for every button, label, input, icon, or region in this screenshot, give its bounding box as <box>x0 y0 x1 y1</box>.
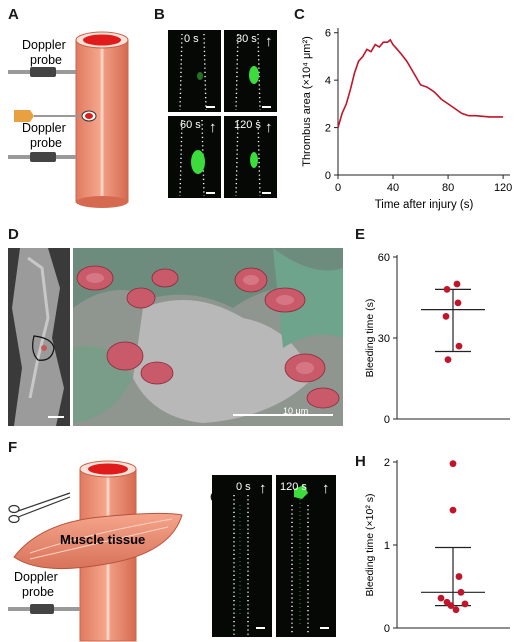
y-tick-label: 0 <box>384 414 390 426</box>
panel-h-label: H <box>355 453 366 470</box>
thrombus-area-line <box>337 38 504 128</box>
muscle-vessel-diagram: Muscle tissue Doppler probe <box>8 460 183 642</box>
microscopy-frame-g-0s: 0 s ↑ <box>212 475 272 637</box>
y-tick-label: 0 <box>384 623 390 635</box>
scale-bar <box>320 627 329 629</box>
panel-e: E 0 30 60 Bleeding time (s) <box>345 222 520 427</box>
y-tick-label: 60 <box>378 252 390 264</box>
frame-time-g-120s: 120 s <box>280 481 307 493</box>
y-axis-label: Bleeding time (s) <box>364 299 376 378</box>
bleeding-time-chart-e: 0 30 60 Bleeding time (s) <box>364 252 510 426</box>
sem-overview-image <box>8 248 70 426</box>
flow-arrow-icon: ↑ <box>259 480 267 497</box>
sem-detail-image <box>73 248 343 426</box>
panel-h: H 0 1 2 Bleeding time (×10² s) <box>345 435 520 642</box>
scale-bar <box>206 106 215 108</box>
panel-a-label: A <box>8 6 19 23</box>
y-tick-label: 2 <box>384 457 390 469</box>
scale-bar <box>262 106 271 108</box>
data-point <box>437 594 445 602</box>
data-point <box>453 280 461 288</box>
x-axis-label: Time after injury (s) <box>375 199 474 211</box>
flow-arrow-icon: ↑ <box>265 33 273 50</box>
panel-b: B 0 s 30 s ↑ 60 s ↑ 120 s ↑ <box>150 0 290 210</box>
scale-bar <box>262 192 271 194</box>
probe-label-top: Doppler probe <box>22 38 66 67</box>
data-point <box>447 602 455 609</box>
panel-a: A Doppler probe Doppler probe <box>0 0 140 210</box>
flow-arrow-icon: ↑ <box>209 119 217 136</box>
y-axis-label: Thrombus area (×10⁴ μm²) <box>301 36 313 167</box>
panel-b-label: B <box>154 6 165 23</box>
x-tick-label: 120 <box>494 182 512 194</box>
y-tick-label: 1 <box>384 540 390 552</box>
flow-arrow-icon: ↑ <box>322 480 330 497</box>
panel-d-label: D <box>8 226 19 243</box>
scale-bar <box>256 627 265 629</box>
frame-time-120s: 120 s <box>234 119 261 131</box>
microscopy-frame-g-120s: 120 s ↑ <box>276 475 336 637</box>
data-point <box>454 299 462 307</box>
vessel-diagram-a: Doppler probe Doppler probe <box>8 31 129 208</box>
panel-g: G 0 s ↑ 120 s ↑ <box>200 435 350 642</box>
data-point <box>461 600 469 608</box>
sem-scale-label: 10 μm <box>283 406 309 416</box>
panel-c-label: C <box>294 6 305 23</box>
y-tick-label: 6 <box>325 28 331 40</box>
data-point <box>449 460 457 468</box>
probe-label-bottom: Doppler probe <box>22 121 66 150</box>
frame-time-g-0s: 0 s <box>236 481 251 493</box>
frame-time-30s: 30 s <box>236 33 257 45</box>
probe-label-f: Doppler probe <box>14 570 58 599</box>
data-point <box>442 313 450 320</box>
x-tick-label: 40 <box>387 182 399 194</box>
muscle-tissue-label: Muscle tissue <box>60 532 145 547</box>
panel-c: C 0 2 4 6 0 40 80 120 Time after injury (s) Throm… <box>290 0 520 215</box>
microscopy-frame-30s: 30 s ↑ <box>224 30 277 112</box>
data-point <box>457 588 465 596</box>
data-point <box>455 573 463 580</box>
microscopy-frame-120s: 120 s ↑ <box>224 116 277 198</box>
panel-f-label: F <box>8 439 18 456</box>
microscopy-frame-0s: 0 s <box>168 30 221 112</box>
panel-f: F Muscle tissue Doppler probe <box>0 435 200 642</box>
data-point <box>443 286 451 293</box>
data-point <box>452 606 460 614</box>
y-tick-label: 4 <box>325 75 331 87</box>
y-tick-label: 30 <box>378 333 390 345</box>
x-tick-label: 80 <box>442 182 454 194</box>
x-tick-label: 0 <box>335 182 341 194</box>
panel-d: D 10 μm <box>0 222 345 427</box>
y-axis-label: Bleeding time (×10² s) <box>364 493 376 596</box>
y-tick-label: 0 <box>325 170 331 182</box>
scale-bar <box>206 192 215 194</box>
frame-time-60s: 60 s <box>180 119 201 131</box>
data-point <box>455 342 463 350</box>
y-tick-label: 2 <box>325 123 331 135</box>
data-point <box>449 506 457 514</box>
flow-arrow-icon: ↑ <box>265 119 273 136</box>
panel-e-label: E <box>355 226 366 243</box>
bleeding-time-chart-h: 0 1 2 Bleeding time (×10² s) <box>364 457 510 635</box>
thrombus-area-chart: 0 2 4 6 0 40 80 120 Time after injury (s) Thrombu… <box>301 28 512 211</box>
microscopy-frame-60s: 60 s ↑ <box>168 116 221 198</box>
frame-time-0s: 0 s <box>184 33 199 45</box>
data-point <box>444 356 452 363</box>
